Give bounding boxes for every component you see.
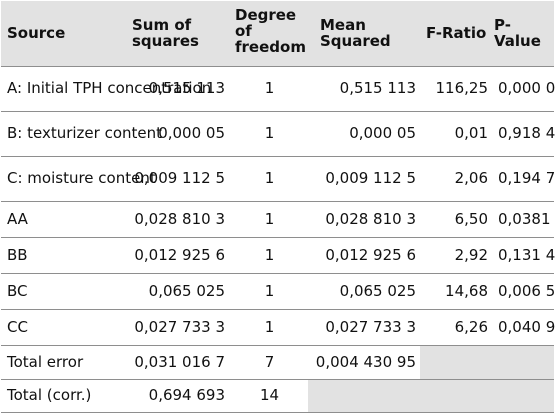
- mean-squared-cell: 0,027 733 3: [308, 309, 420, 346]
- table-row: AA 0,028 810 3 1 0,028 810 3 6,50 0,0381: [1, 201, 554, 238]
- degree-of-freedom-cell: 1: [229, 309, 308, 346]
- table-row: B: texturizer content 0,000 05 1 0,000 0…: [1, 111, 555, 157]
- source-cell: BC: [1, 273, 126, 310]
- p-value-cell: 0,194 7: [492, 156, 555, 202]
- mean-squared-cell: 0,515 113: [308, 66, 420, 112]
- sum-of-squares-cell: 0,012 925 6: [126, 237, 229, 274]
- f-ratio-cell: 0,01: [420, 111, 492, 157]
- header-f-ratio: F-Ratio: [420, 1, 492, 67]
- f-ratio-cell: 2,92: [420, 237, 492, 274]
- p-value-cell: 0,006 5: [492, 273, 555, 310]
- header-p-value: P-Value: [492, 1, 554, 67]
- sum-of-squares-cell: 0,065 025: [126, 273, 229, 310]
- table-row: A: Initial TPH concentration 0,515 113 1…: [1, 66, 555, 112]
- sum-of-squares-cell: 0,031 016 7: [126, 345, 229, 380]
- empty-shaded-cell: [420, 345, 554, 380]
- degree-of-freedom-cell: 1: [229, 201, 308, 238]
- sum-of-squares-cell: 0,027 733 3: [126, 309, 229, 346]
- degree-of-freedom-cell: 1: [229, 156, 308, 202]
- source-cell: C: moisture content: [1, 156, 156, 202]
- table-row: CC 0,027 733 3 1 0,027 733 3 6,26 0,040 …: [1, 309, 555, 346]
- p-value-cell: 0,131 4: [492, 237, 555, 274]
- total-error-row: Total error 0,031 016 7 7 0,004 430 95: [1, 345, 554, 380]
- table-row: BB 0,012 925 6 1 0,012 925 6 2,92 0,131 …: [1, 237, 555, 274]
- f-ratio-cell: 116,25: [420, 66, 492, 112]
- header-row: Source Sum of squares Degree of freedom …: [1, 1, 554, 67]
- sum-of-squares-cell: 0,009 112 5: [126, 156, 229, 202]
- sum-of-squares-cell: 0,028 810 3: [126, 201, 229, 238]
- source-cell: B: texturizer content: [1, 111, 162, 157]
- header-source: Source: [1, 1, 126, 67]
- source-cell: BB: [1, 237, 126, 274]
- p-value-cell: 0,0381: [492, 201, 554, 238]
- sum-of-squares-cell: 0,694 693: [126, 379, 229, 413]
- header-degree-of-freedom: Degree of freedom: [229, 1, 308, 67]
- f-ratio-cell: 14,68: [420, 273, 492, 310]
- mean-squared-cell: 0,009 112 5: [308, 156, 420, 202]
- sum-of-squares-cell: 0,515 113: [126, 66, 229, 112]
- sum-of-squares-cell: 0,000 05: [126, 111, 229, 157]
- degree-of-freedom-cell: 1: [229, 273, 308, 310]
- p-value-cell: 0,000 0: [492, 66, 555, 112]
- f-ratio-cell: 2,06: [420, 156, 492, 202]
- mean-squared-cell: 0,065 025: [308, 273, 420, 310]
- empty-shaded-cell: [308, 379, 554, 413]
- mean-squared-cell: 0,000 05: [308, 111, 420, 157]
- table-row: C: moisture content 0,009 112 5 1 0,009 …: [1, 156, 555, 202]
- source-cell: Total error: [1, 345, 126, 380]
- header-mean-squared: Mean Squared: [308, 1, 420, 67]
- f-ratio-cell: 6,50: [420, 201, 492, 238]
- p-value-cell: 0,918 4: [492, 111, 555, 157]
- f-ratio-cell: 6,26: [420, 309, 492, 346]
- header-sum-of-squares: Sum of squares: [126, 1, 229, 67]
- degree-of-freedom-cell: 1: [229, 237, 308, 274]
- source-cell: AA: [1, 201, 126, 238]
- mean-squared-cell: 0,004 430 95: [308, 345, 420, 380]
- degree-of-freedom-cell: 14: [229, 379, 308, 413]
- p-value-cell: 0,040 9: [492, 309, 555, 346]
- degree-of-freedom-cell: 7: [229, 345, 308, 380]
- mean-squared-cell: 0,012 925 6: [308, 237, 420, 274]
- source-cell: Total (corr.): [1, 379, 126, 413]
- degree-of-freedom-cell: 1: [229, 66, 308, 112]
- mean-squared-cell: 0,028 810 3: [308, 201, 420, 238]
- degree-of-freedom-cell: 1: [229, 111, 308, 157]
- source-cell: CC: [1, 309, 126, 346]
- source-cell: A: Initial TPH concentration: [1, 66, 211, 112]
- table-row: BC 0,065 025 1 0,065 025 14,68 0,006 5: [1, 273, 555, 310]
- total-corrected-row: Total (corr.) 0,694 693 14: [1, 379, 554, 413]
